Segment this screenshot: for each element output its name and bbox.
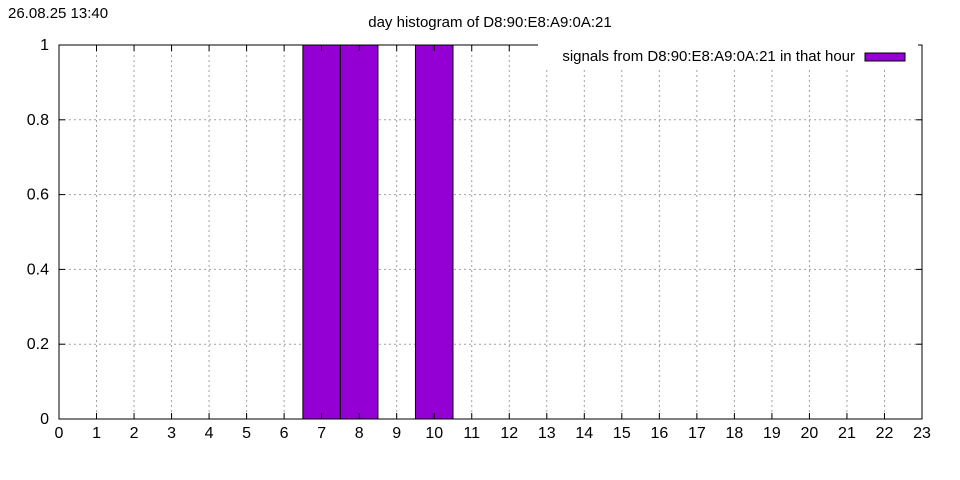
y-tick-label: 0.6 [27,187,49,204]
x-tick-label: 14 [575,425,593,442]
legend-background [538,44,918,69]
y-tick-label: 0.2 [27,336,49,353]
x-axis: 0 1 2 3 4 5 6 7 8 9 10 11 12 13 14 15 16 17 18 19 20 21 22 23 [55,45,931,442]
y-axis: 0 0.2 0.4 0.6 0.8 1 [27,37,922,428]
x-tick-label: 19 [763,425,781,442]
x-tick-label: 9 [392,425,401,442]
y-tick-label: 0 [40,411,49,428]
x-tick-label: 10 [425,425,443,442]
x-tick-label: 3 [167,425,176,442]
bar-hour-7 [302,44,341,420]
x-tick-label: 7 [317,425,326,442]
y-tick-label: 1 [40,37,49,54]
x-tick-label: 15 [613,425,631,442]
x-tick-label: 13 [538,425,556,442]
x-tick-label: 20 [801,425,819,442]
x-tick-label: 17 [688,425,706,442]
timestamp: 26.08.25 13:40 [8,5,108,22]
bar-hour-8 [339,44,379,420]
x-tick-label: 2 [130,425,139,442]
x-tick-label: 18 [725,425,743,442]
bar-hour-10 [414,44,454,420]
chart-title: day histogram of D8:90:E8:A9:0A:21 [368,14,611,31]
x-tick-label: 22 [876,425,894,442]
grid-lines [59,45,922,419]
x-tick-label: 21 [838,425,856,442]
x-tick-label: 11 [463,425,480,442]
x-tick-label: 23 [913,425,931,442]
x-tick-label: 6 [280,425,289,442]
legend-label: signals from D8:90:E8:A9:0A:21 in that h… [562,48,855,65]
x-tick-label: 16 [650,425,668,442]
x-tick-label: 5 [242,425,251,442]
x-tick-label: 0 [55,425,64,442]
x-tick-label: 8 [355,425,364,442]
x-tick-label: 12 [500,425,518,442]
y-tick-label: 0.4 [27,261,49,278]
bars [302,44,454,420]
legend-swatch [864,52,906,62]
plot-area-border [58,44,923,420]
y-tick-label: 0.8 [27,112,49,129]
x-tick-label: 4 [205,425,214,442]
x-tick-label: 1 [92,425,101,442]
legend: signals from D8:90:E8:A9:0A:21 in that h… [538,44,918,69]
